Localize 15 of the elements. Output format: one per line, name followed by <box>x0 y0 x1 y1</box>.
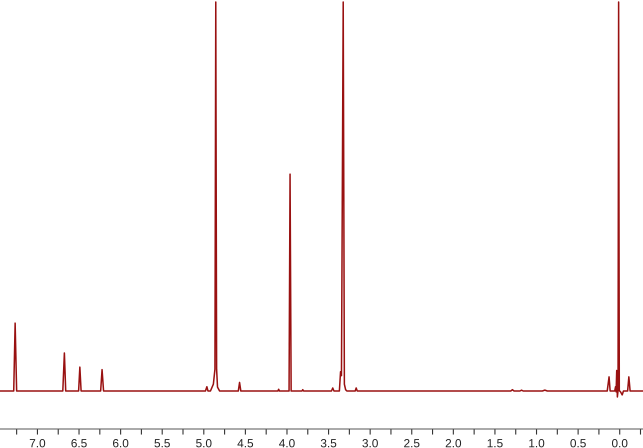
x-tick-label: 4.0 <box>279 439 295 448</box>
x-tick-label: 7.0 <box>30 439 46 448</box>
x-tick-label: 5.5 <box>154 439 170 448</box>
x-tick-label: 3.5 <box>320 439 336 448</box>
x-tick-label: 2.0 <box>446 439 462 448</box>
x-tick-label: 6.5 <box>71 439 87 448</box>
x-tick-label: 0.5 <box>570 439 586 448</box>
x-tick-label: 4.5 <box>237 439 254 448</box>
x-tick-label: 1.5 <box>488 439 503 448</box>
x-tick-label: 5.0 <box>196 439 212 448</box>
x-tick-label: 1.0 <box>529 439 544 448</box>
x-tick-label: 6.0 <box>113 439 128 448</box>
x-tick-label: 2.5 <box>404 439 420 448</box>
x-tick-label: 0.0 <box>612 439 628 448</box>
x-tick-label: 3.0 <box>362 439 378 448</box>
